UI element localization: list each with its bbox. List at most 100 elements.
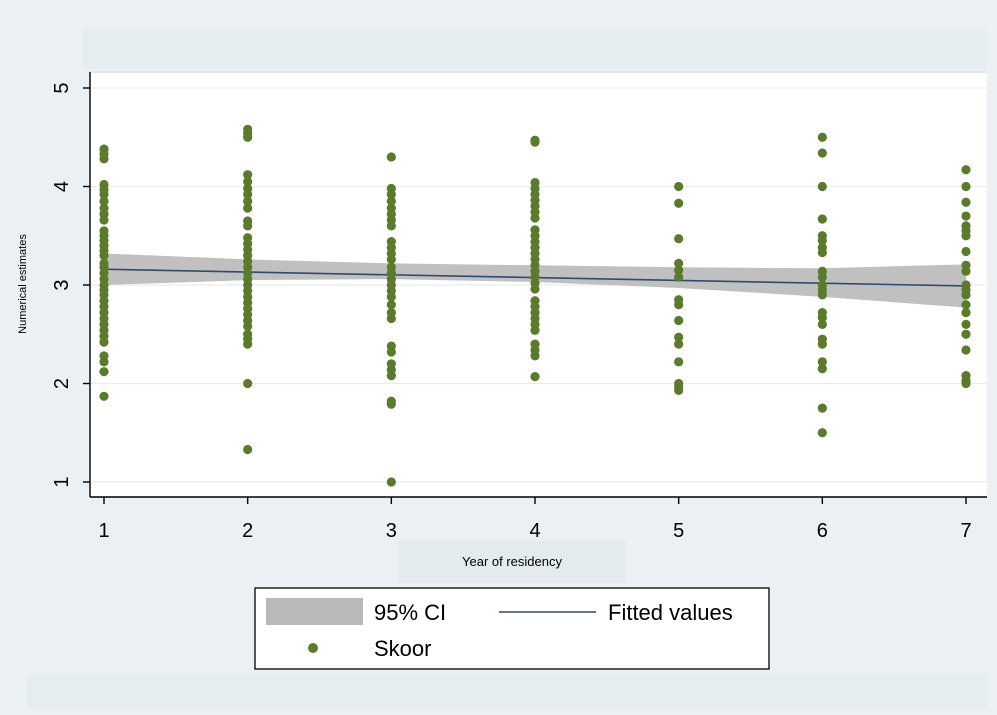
x-tick-label: 5 — [673, 520, 684, 542]
data-point — [243, 221, 253, 231]
data-point — [99, 154, 109, 164]
data-point — [817, 319, 827, 329]
data-point — [243, 203, 253, 213]
y-tick-label: 4 — [51, 181, 73, 192]
data-point — [386, 196, 396, 206]
data-point — [99, 250, 109, 261]
data-point — [99, 357, 109, 367]
data-point — [961, 290, 971, 300]
x-tick-label: 4 — [529, 520, 540, 542]
data-point — [817, 357, 827, 367]
data-point — [386, 371, 396, 381]
data-point — [961, 197, 971, 207]
data-point — [243, 378, 253, 389]
data-point — [674, 357, 684, 367]
legend-swatch-points — [308, 643, 318, 653]
data-point — [817, 403, 827, 413]
data-point — [243, 176, 253, 187]
data-point — [530, 284, 540, 294]
y-tick-label: 5 — [51, 82, 73, 93]
data-point — [817, 364, 827, 374]
axes: 1 2 3 4 5 6 7 1 2 3 4 5 — [51, 72, 987, 542]
y-axis-label: Numerical estimates — [17, 234, 29, 334]
data-point — [817, 236, 827, 246]
data-point — [530, 137, 540, 147]
data-point — [817, 272, 827, 282]
data-point — [817, 181, 827, 192]
data-point — [386, 477, 396, 487]
data-point — [674, 181, 684, 192]
data-point — [961, 165, 971, 175]
data-point — [99, 196, 109, 206]
data-point — [386, 254, 396, 264]
data-point — [530, 351, 540, 361]
data-point — [961, 307, 971, 318]
data-point — [674, 315, 684, 326]
data-point — [674, 300, 684, 310]
data-point — [99, 215, 109, 225]
data-point — [530, 372, 540, 382]
data-point — [817, 132, 827, 142]
data-point — [530, 213, 540, 223]
points-layer — [99, 124, 971, 487]
data-point — [674, 339, 684, 349]
data-point — [243, 132, 253, 142]
data-point — [386, 189, 396, 199]
x-tick-label: 7 — [960, 520, 971, 542]
data-point — [386, 313, 396, 324]
data-point — [386, 152, 396, 162]
x-tick-label: 2 — [242, 520, 253, 542]
x-tick-label: 3 — [386, 520, 397, 542]
data-point — [386, 221, 396, 231]
data-point — [243, 196, 253, 206]
data-point — [961, 211, 971, 221]
legend-swatch-ci — [266, 598, 363, 625]
data-point — [961, 345, 971, 355]
data-point — [961, 181, 971, 192]
data-point — [961, 231, 971, 241]
data-point — [99, 367, 109, 377]
legend: 95% CI Fitted values Skoor — [254, 587, 770, 670]
data-point — [243, 339, 253, 349]
x-tick-label: 6 — [817, 520, 828, 542]
footer-band — [27, 675, 987, 708]
data-point — [99, 391, 109, 401]
data-point — [674, 332, 684, 342]
x-axis-label: Year of residency — [462, 554, 562, 569]
data-point — [961, 378, 971, 389]
data-point — [243, 189, 253, 199]
data-point — [386, 347, 396, 357]
data-point — [961, 246, 971, 257]
data-point — [674, 385, 684, 395]
data-point — [817, 247, 827, 258]
data-point — [674, 272, 684, 282]
data-point — [386, 292, 396, 302]
data-point — [817, 428, 827, 438]
data-point — [817, 290, 827, 300]
y-tick-label: 2 — [51, 378, 73, 389]
data-point — [817, 312, 827, 323]
data-point — [961, 266, 971, 276]
data-point — [674, 234, 684, 244]
data-point — [961, 329, 971, 339]
data-point — [530, 325, 540, 335]
x-tick-label: 1 — [98, 520, 109, 542]
data-point — [386, 300, 396, 310]
data-point — [243, 170, 253, 180]
data-point — [674, 198, 684, 208]
data-point — [99, 337, 109, 347]
data-point — [817, 148, 827, 158]
legend-label-fit: Fitted values — [608, 600, 733, 625]
data-point — [243, 444, 253, 455]
data-point — [674, 258, 684, 268]
data-point — [674, 265, 684, 275]
data-point — [817, 214, 827, 224]
legend-label-points: Skoor — [374, 636, 431, 661]
title-band — [83, 29, 987, 69]
data-point — [386, 399, 396, 409]
data-point — [961, 319, 971, 329]
data-point — [817, 339, 827, 349]
legend-label-ci: 95% CI — [374, 600, 446, 625]
data-point — [961, 300, 971, 310]
